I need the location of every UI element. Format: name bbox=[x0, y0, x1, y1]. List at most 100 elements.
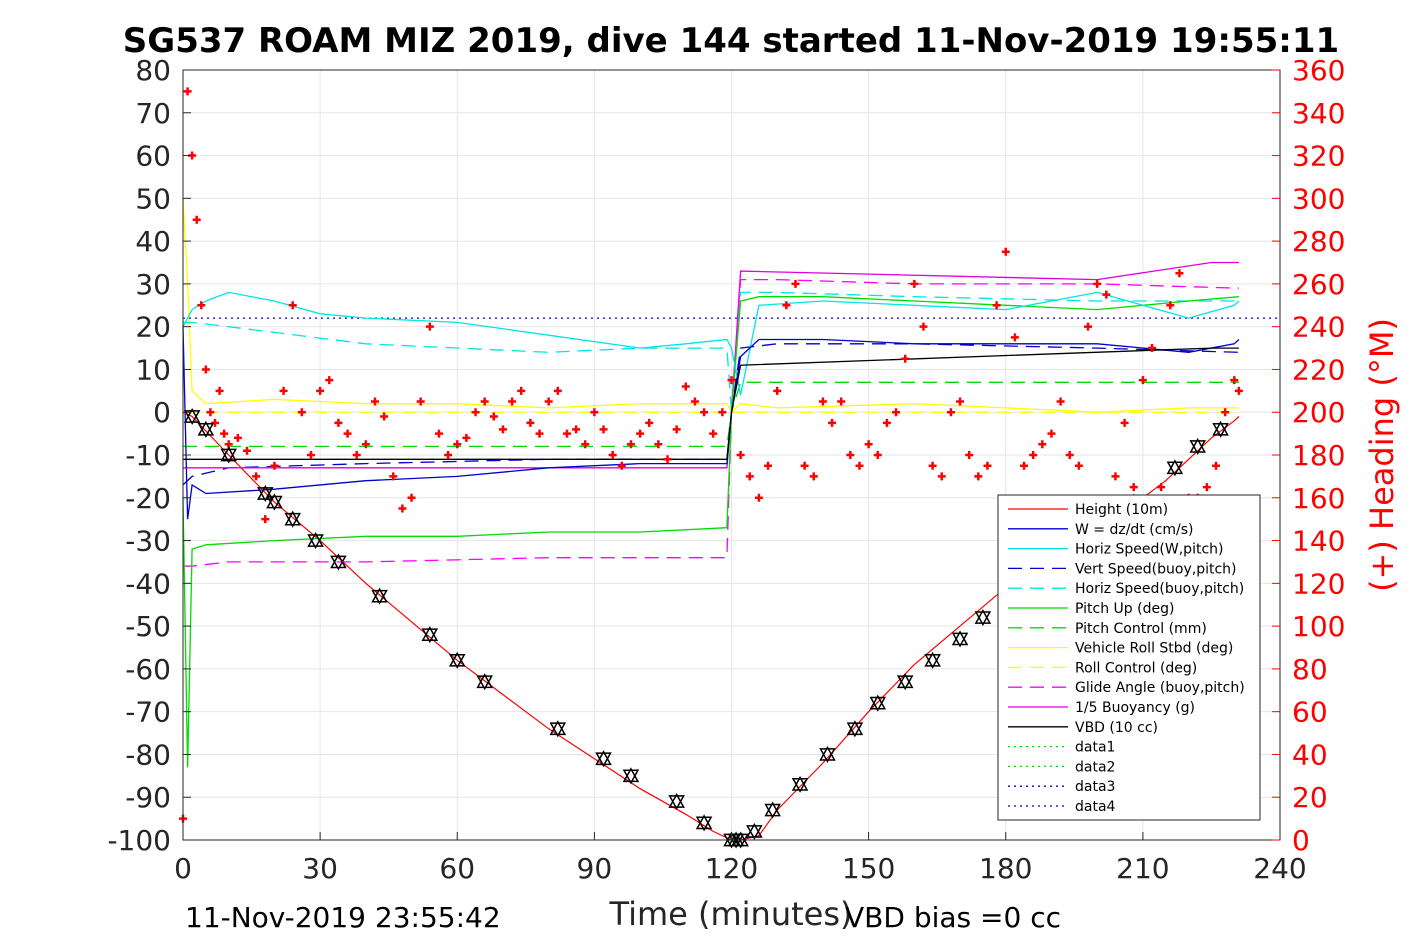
heading-point bbox=[352, 451, 361, 459]
heading-point bbox=[380, 412, 389, 421]
heading-point bbox=[599, 425, 608, 434]
heading-point bbox=[983, 461, 992, 470]
heading-point bbox=[654, 440, 663, 449]
dive-marker bbox=[846, 720, 864, 738]
heading-point bbox=[306, 451, 315, 459]
legend-entry-label: 1/5 Buoyancy (g) bbox=[1075, 700, 1195, 716]
heading-point bbox=[416, 397, 425, 406]
y-tick-label: 70 bbox=[135, 97, 171, 130]
y-tick-label: 10 bbox=[135, 353, 171, 386]
y-right-tick-label: 80 bbox=[1292, 653, 1328, 686]
dive-marker bbox=[668, 792, 685, 811]
y-tick-label: 80 bbox=[135, 54, 171, 87]
heading-point bbox=[1166, 301, 1175, 310]
dive-marker bbox=[1166, 459, 1184, 477]
heading-point bbox=[1074, 461, 1083, 470]
heading-point bbox=[764, 461, 773, 470]
end-timestamp: 11-Nov-2019 23:55:42 bbox=[185, 901, 501, 934]
y-right-tick-label: 240 bbox=[1292, 311, 1345, 344]
heading-point bbox=[297, 408, 306, 417]
legend-entry-label: data1 bbox=[1075, 740, 1115, 756]
heading-point bbox=[846, 451, 855, 459]
heading-point bbox=[892, 408, 901, 417]
heading-point bbox=[242, 446, 251, 455]
y-tick-label: -90 bbox=[125, 781, 171, 814]
heading-point bbox=[690, 397, 699, 406]
y-right-tick-label: 260 bbox=[1292, 268, 1345, 301]
y-tick-label: 20 bbox=[135, 311, 171, 344]
heading-point bbox=[1138, 376, 1147, 385]
heading-point bbox=[608, 451, 617, 459]
heading-point bbox=[572, 425, 581, 434]
heading-point bbox=[636, 429, 645, 438]
heading-point bbox=[1093, 279, 1102, 288]
heading-point bbox=[553, 386, 562, 395]
heading-point bbox=[261, 515, 270, 524]
heading-point bbox=[901, 354, 910, 363]
heading-point bbox=[754, 493, 763, 502]
y-tick-label: -50 bbox=[125, 610, 171, 643]
heading-point bbox=[462, 433, 471, 442]
legend-entry-label: Vehicle Roll Stbd (deg) bbox=[1075, 641, 1233, 657]
heading-point bbox=[590, 408, 599, 417]
legend-entry-label: data4 bbox=[1075, 799, 1116, 815]
dive-marker bbox=[197, 420, 215, 438]
y-tick-label: -10 bbox=[125, 439, 171, 472]
heading-point bbox=[220, 429, 229, 438]
heading-point bbox=[1148, 344, 1157, 353]
heading-point bbox=[425, 322, 434, 331]
y-tick-label: 60 bbox=[135, 140, 171, 173]
dive-marker bbox=[595, 750, 612, 768]
legend-entry-label: Glide Angle (buoy,pitch) bbox=[1075, 680, 1245, 696]
heading-point bbox=[727, 376, 736, 385]
heading-point bbox=[1047, 429, 1056, 438]
heading-point bbox=[183, 87, 192, 96]
x-tick-label: 60 bbox=[439, 852, 475, 885]
heading-point bbox=[873, 451, 882, 459]
dive-marker bbox=[307, 532, 324, 550]
dive-marker bbox=[764, 801, 781, 819]
heading-point bbox=[1129, 483, 1138, 492]
dive-marker bbox=[869, 694, 887, 712]
heading-point bbox=[1084, 322, 1093, 331]
x-tick-label: 240 bbox=[1253, 852, 1306, 885]
dive-marker bbox=[448, 651, 466, 669]
y-right-tick-label: 20 bbox=[1292, 781, 1328, 814]
heading-point bbox=[946, 408, 955, 417]
heading-point bbox=[489, 412, 498, 421]
heading-point bbox=[279, 386, 288, 395]
dive-marker bbox=[257, 484, 274, 503]
heading-point bbox=[645, 418, 654, 427]
dive-marker bbox=[791, 775, 809, 793]
dive-marker bbox=[622, 767, 640, 785]
heading-point bbox=[837, 397, 846, 406]
y-tick-label: -80 bbox=[125, 738, 171, 771]
heading-point bbox=[1020, 461, 1029, 470]
y-tick-label: -70 bbox=[125, 696, 171, 729]
heading-point bbox=[562, 429, 571, 438]
heading-point bbox=[252, 472, 261, 481]
heading-point bbox=[535, 429, 544, 438]
y-right-tick-label: 160 bbox=[1292, 482, 1345, 515]
chart-title: SG537 ROAM MIZ 2019, dive 144 started 11… bbox=[123, 21, 1339, 61]
heading-point bbox=[581, 440, 590, 449]
dive-marker bbox=[1212, 420, 1229, 438]
heading-point bbox=[745, 472, 754, 481]
heading-point bbox=[192, 215, 201, 224]
vbd-bias-label: VBD bias =0 cc bbox=[845, 901, 1061, 934]
heading-point bbox=[197, 301, 206, 310]
heading-point bbox=[910, 279, 919, 288]
dive-marker bbox=[819, 745, 836, 763]
dive-marker bbox=[220, 446, 237, 464]
heading-point bbox=[434, 429, 443, 438]
heading-point bbox=[974, 472, 983, 481]
y-right-tick-label: 320 bbox=[1292, 140, 1345, 173]
y-tick-label: -20 bbox=[125, 482, 171, 515]
dive-marker bbox=[371, 587, 388, 605]
y-right-tick-label: 100 bbox=[1292, 610, 1345, 643]
dive-marker bbox=[732, 831, 749, 849]
y-tick-label: -100 bbox=[107, 824, 171, 857]
heading-point bbox=[508, 397, 517, 406]
heading-point bbox=[1056, 397, 1065, 406]
heading-point bbox=[215, 386, 224, 395]
